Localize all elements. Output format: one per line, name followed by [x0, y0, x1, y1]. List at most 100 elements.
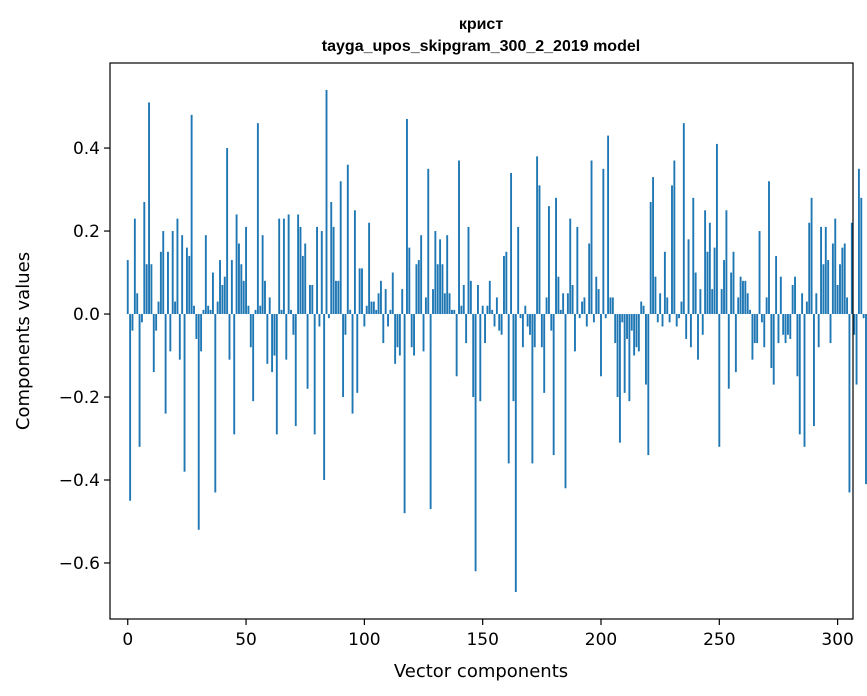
bar	[779, 276, 782, 315]
bar	[595, 276, 598, 315]
bar	[363, 314, 366, 327]
bar	[836, 284, 839, 315]
bar	[443, 293, 446, 315]
bar	[765, 297, 768, 315]
x-tick-label: 200	[585, 630, 617, 650]
bar	[488, 280, 491, 315]
bar	[640, 301, 643, 315]
bar	[453, 309, 456, 315]
bar	[666, 297, 669, 315]
bar	[794, 276, 796, 315]
bar	[422, 314, 425, 352]
x-tick-label: 50	[235, 630, 257, 650]
bar	[356, 314, 359, 393]
bar	[420, 235, 423, 315]
bar	[238, 243, 240, 315]
bar	[715, 143, 718, 315]
bar	[176, 218, 179, 315]
bar	[230, 260, 233, 315]
bar	[292, 314, 295, 335]
bar	[758, 231, 761, 315]
bar	[377, 293, 380, 315]
bar	[157, 301, 160, 315]
bar	[808, 222, 811, 315]
bar	[574, 314, 576, 352]
bar	[415, 264, 418, 315]
bar	[197, 314, 200, 530]
bar	[368, 222, 371, 315]
bar	[626, 314, 628, 339]
bar	[628, 314, 631, 402]
bar	[533, 314, 536, 348]
bar	[503, 255, 505, 315]
bar	[583, 297, 586, 315]
bar	[796, 314, 799, 377]
bar	[129, 314, 132, 501]
bar	[325, 89, 328, 315]
bar	[633, 314, 636, 356]
bar	[723, 260, 725, 315]
bar	[514, 314, 517, 593]
bar	[389, 309, 392, 315]
bar	[304, 243, 307, 315]
bar	[860, 197, 863, 315]
bar	[351, 314, 354, 414]
bar	[131, 314, 134, 331]
bar	[169, 314, 172, 352]
x-tick-label: 300	[821, 630, 853, 650]
bar	[495, 297, 498, 315]
bar	[427, 168, 430, 315]
bar	[711, 289, 714, 315]
bar	[486, 305, 489, 315]
bar	[396, 314, 399, 348]
plot-frame	[109, 62, 854, 620]
y-tick-label: 0.4	[73, 139, 100, 159]
bar	[718, 314, 721, 447]
bar	[734, 314, 737, 373]
bar	[500, 314, 503, 335]
bar	[647, 314, 650, 456]
bar	[188, 255, 191, 315]
bar	[673, 160, 676, 315]
bar	[507, 314, 510, 464]
bar	[760, 314, 763, 323]
bar	[805, 301, 808, 315]
bar	[408, 247, 411, 315]
bar	[256, 123, 259, 315]
bar	[410, 314, 413, 348]
bar	[372, 301, 375, 315]
bar	[498, 314, 501, 331]
bar	[815, 293, 818, 315]
bar	[720, 289, 723, 315]
bar	[339, 181, 342, 315]
bar	[529, 314, 531, 335]
bar	[732, 251, 735, 315]
bar	[689, 314, 692, 348]
bar	[550, 314, 553, 331]
bar	[294, 314, 297, 427]
bar	[406, 119, 408, 315]
bar	[474, 314, 477, 572]
bar	[162, 231, 165, 315]
bar	[278, 218, 281, 315]
bar	[789, 314, 792, 339]
bar	[193, 305, 195, 315]
bar	[768, 181, 770, 315]
bar	[756, 314, 759, 344]
bar	[455, 314, 458, 377]
bar	[204, 235, 207, 315]
bar	[706, 251, 709, 315]
bar	[143, 202, 146, 315]
bar	[370, 301, 373, 315]
bar	[824, 226, 827, 315]
bar	[353, 210, 356, 315]
bar	[285, 314, 288, 360]
bar	[301, 255, 304, 315]
bar	[862, 314, 865, 319]
bar	[687, 239, 690, 315]
bar	[434, 231, 437, 315]
bar	[846, 297, 849, 315]
bar	[171, 231, 174, 315]
bar	[282, 218, 285, 315]
bar	[254, 309, 257, 315]
